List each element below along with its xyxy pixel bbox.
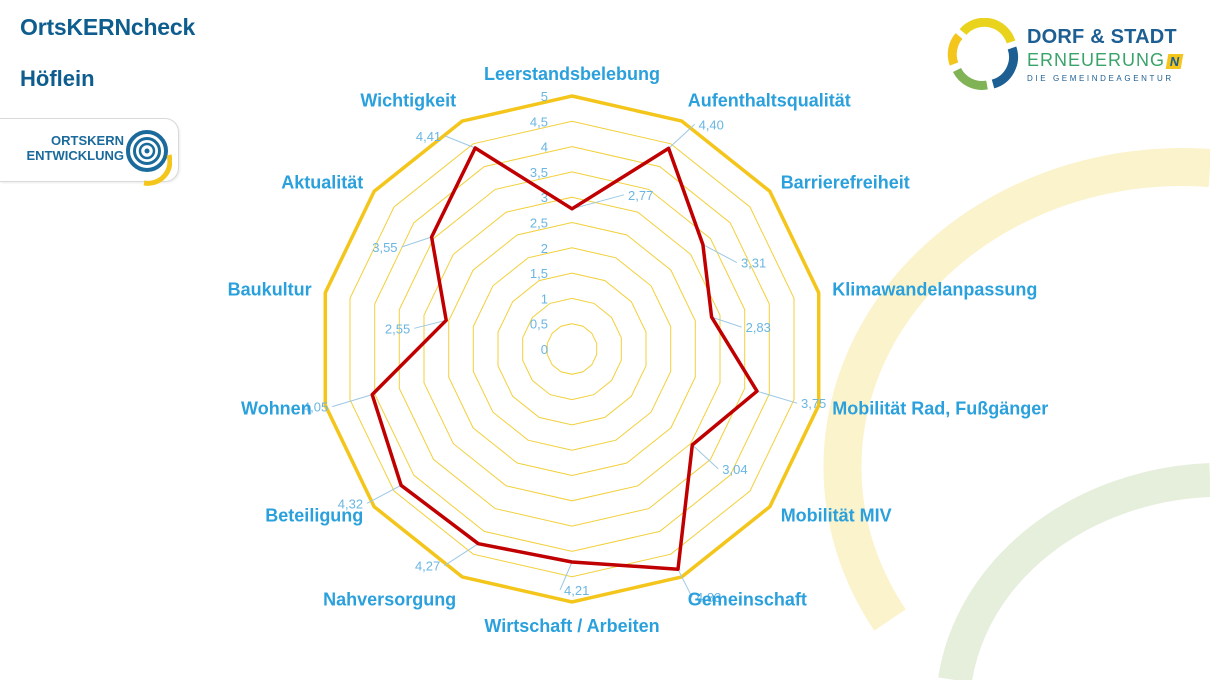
radar-tick-label: 1,5 xyxy=(530,266,548,281)
data-label-leader-line xyxy=(571,194,625,210)
radar-tick-label: 2,5 xyxy=(530,216,548,231)
data-value-label: 4,27 xyxy=(415,559,440,574)
data-value-label: 2,83 xyxy=(746,320,771,335)
data-value-label: 2,77 xyxy=(628,188,653,203)
ortskern-logo-line2: ENTWICKLUNG xyxy=(26,148,125,163)
page-title: OrtsKERNcheck xyxy=(20,14,196,40)
radar-tick-label: 3 xyxy=(541,190,548,205)
radar-grid-ring xyxy=(374,146,770,552)
radar-tick-label: 5 xyxy=(541,89,548,104)
category-label: Aktualität xyxy=(281,173,363,193)
radar-grid-ring xyxy=(448,221,696,477)
radar-tick-label: 2 xyxy=(541,241,548,256)
data-label-leader-line xyxy=(444,543,479,567)
category-label: Barrierefreiheit xyxy=(781,173,910,193)
category-label: Wirtschaft / Arbeiten xyxy=(484,616,659,636)
radar-grid-ring xyxy=(546,323,598,375)
category-label: Leerstandsbelebung xyxy=(484,64,660,84)
radar-tick-label: 0,5 xyxy=(530,317,548,332)
data-value-label: 4,32 xyxy=(338,496,363,511)
data-label-leader-line xyxy=(401,236,432,248)
data-value-label: 3,31 xyxy=(741,256,766,271)
category-label: Aufenthaltsqualität xyxy=(688,90,851,110)
category-label: Mobilität Rad, Fußgänger xyxy=(832,398,1048,418)
data-label-leader-line xyxy=(668,124,695,149)
data-value-label: 2,55 xyxy=(385,321,410,336)
radar-outer-frame xyxy=(323,94,821,604)
category-label: Baukultur xyxy=(228,280,312,300)
category-label: Wichtigkeit xyxy=(360,90,456,110)
category-label: Mobilität MIV xyxy=(781,506,892,526)
data-label-leader-line xyxy=(414,319,447,329)
dorf-stadt-logo-line2: ERNEUERUNG xyxy=(1027,50,1166,70)
radar-tick-label: 4 xyxy=(541,140,548,155)
circle-segments-icon xyxy=(947,18,1018,90)
data-label-leader-line xyxy=(366,484,402,504)
data-value-label: 4,40 xyxy=(699,117,724,132)
data-label-leader-line xyxy=(711,316,742,328)
data-value-label: 4,83 xyxy=(696,590,721,605)
ortskern-entwicklung-logo: ORTSKERN ENTWICKLUNG xyxy=(0,118,179,186)
radar-grid-ring xyxy=(522,297,622,401)
data-label-leader-line xyxy=(445,135,476,149)
category-label: Beteiligung xyxy=(265,506,363,526)
category-label: Klimawandelanpassung xyxy=(832,280,1037,300)
radar-grid-ring xyxy=(398,171,746,527)
data-value-label: 3,75 xyxy=(801,396,826,411)
data-value-label: 4,21 xyxy=(564,583,589,598)
dorf-stadt-logo-line1: DORF & STADT xyxy=(1027,26,1177,48)
data-label-leader-line xyxy=(702,244,738,264)
data-value-label: 3,04 xyxy=(722,462,747,477)
category-label: Gemeinschaft xyxy=(688,590,807,610)
page-subtitle: Höflein xyxy=(20,66,95,91)
data-value-label: 3,55 xyxy=(372,240,397,255)
radar-grid-ring xyxy=(497,272,647,426)
data-label-leader-line xyxy=(691,444,719,470)
target-rings-icon xyxy=(126,130,172,186)
radar-tick-label: 3,5 xyxy=(530,165,548,180)
radar-tick-label: 4,5 xyxy=(530,114,548,129)
radar-tick-label: 0 xyxy=(541,342,548,357)
data-value-label: 4,41 xyxy=(416,129,441,144)
radar-grid-ring xyxy=(349,120,795,578)
radar-tick-label: 1 xyxy=(541,291,548,306)
dorf-stadt-erneuerung-logo: DORF & STADT ERNEUERUNG N DIE GEMEINDEAGE… xyxy=(945,18,1195,93)
data-label-leader-line xyxy=(677,568,693,598)
data-label-leader-line xyxy=(332,394,373,408)
radar-series-line xyxy=(370,146,759,571)
radar-grid-ring xyxy=(472,247,672,451)
ortskern-logo-line1: ORTSKERN xyxy=(51,133,124,148)
data-label-leader-line xyxy=(756,390,798,404)
radar-grid-ring xyxy=(423,196,721,502)
category-label: Wohnen xyxy=(241,398,312,418)
category-label: Nahversorgung xyxy=(323,590,456,610)
dorf-stadt-logo-line3: DIE GEMEINDEAGENTUR xyxy=(1027,74,1174,83)
data-value-label: 4,05 xyxy=(303,400,328,415)
data-label-leader-line xyxy=(559,561,573,591)
